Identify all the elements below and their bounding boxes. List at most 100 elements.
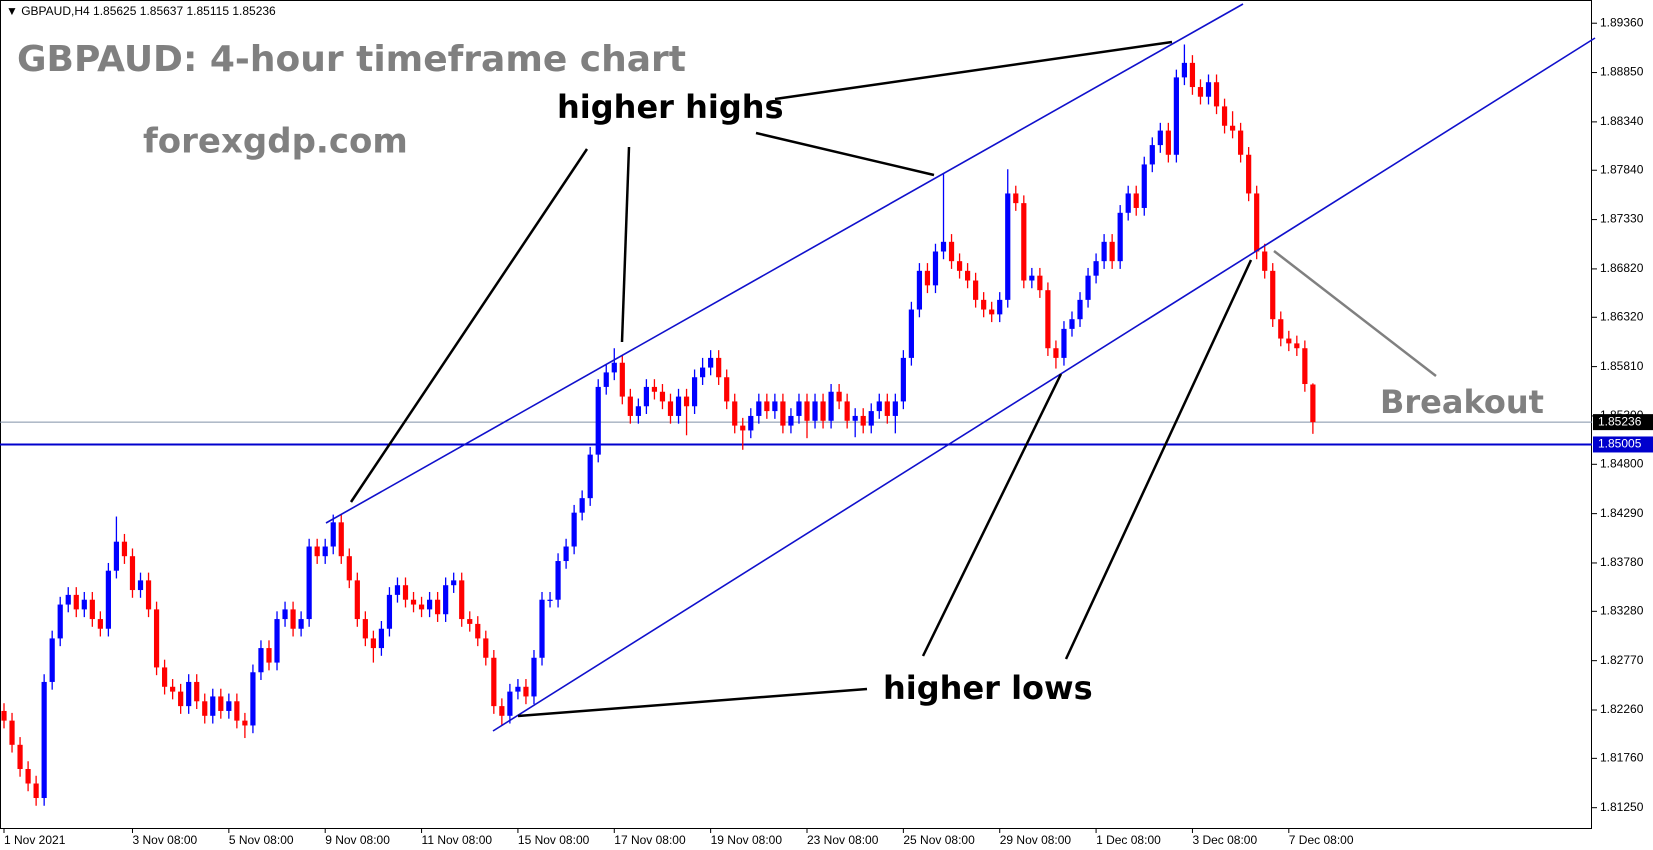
pointer-line (774, 40, 1173, 101)
y-tick-label: 1.86320 (1600, 309, 1644, 323)
pointer-line (755, 131, 935, 177)
pointer-line (921, 373, 1063, 657)
x-tick-label: 1 Dec 08:00 (1096, 833, 1161, 847)
candle-body (33, 783, 39, 799)
header-arrow: ▼ (6, 4, 21, 18)
candle-body (1133, 193, 1139, 208)
candle-body (603, 372, 609, 387)
candle-body (330, 522, 336, 547)
candle-body (298, 619, 304, 629)
candle-body (539, 599, 545, 658)
candle-body (250, 672, 256, 726)
pointer-line (1273, 250, 1437, 377)
candle-body (611, 362, 617, 373)
candle-body (587, 454, 593, 499)
candle-body (89, 599, 95, 620)
candle-body (282, 609, 288, 620)
candle-body (354, 580, 360, 620)
x-tick-label: 5 Nov 08:00 (229, 833, 294, 847)
x-tick-label: 15 Nov 08:00 (518, 833, 590, 847)
symbol: GBPAUD,H4 (21, 4, 90, 18)
candle-body (1302, 348, 1308, 385)
candle-body (1005, 193, 1011, 300)
candle-body (1181, 62, 1188, 78)
candle-body (563, 546, 569, 562)
candle-body (1069, 319, 1075, 329)
price-label-box (1593, 414, 1653, 431)
candle-body (948, 241, 955, 262)
candle-body (121, 541, 128, 557)
candle-body (732, 401, 738, 426)
x-tick-label: 1 Nov 2021 (4, 833, 66, 847)
candle-body (459, 580, 465, 620)
candle-body (226, 701, 232, 711)
candle-body (828, 391, 834, 421)
candle-body (748, 415, 754, 431)
candle-body (65, 594, 71, 605)
candle-body (314, 546, 320, 557)
candle-body (306, 546, 312, 620)
candle-body (1077, 299, 1083, 320)
candle-body (41, 681, 47, 799)
candle-body (868, 411, 874, 426)
y-tick-label: 1.88340 (1600, 114, 1644, 128)
x-tick-label: 19 Nov 08:00 (711, 833, 783, 847)
x-tick-label: 3 Dec 08:00 (1192, 833, 1257, 847)
candle-body (1093, 261, 1099, 276)
y-tick-label: 1.81760 (1600, 751, 1644, 765)
candle-body (1085, 275, 1091, 300)
candle-body (820, 401, 826, 421)
candle-body (113, 541, 120, 571)
candle-body (73, 594, 79, 610)
candle-body (242, 720, 248, 726)
candle-body (234, 701, 240, 721)
candle-body (97, 619, 103, 629)
candle-body (876, 401, 882, 412)
candle-body (1173, 77, 1179, 155)
candle-body (1061, 328, 1067, 358)
candle-body (290, 609, 296, 629)
y-tick-label: 1.87330 (1600, 212, 1644, 226)
candle-body (667, 401, 674, 416)
candle-body (1021, 203, 1027, 281)
candle-body (1238, 130, 1244, 155)
candle-body (218, 696, 224, 711)
candle-body (555, 561, 561, 600)
candle-body (137, 580, 144, 591)
candle-body (9, 720, 15, 745)
candle-body (499, 706, 505, 716)
candle-body (1045, 290, 1051, 349)
candle-body (170, 686, 176, 692)
candle-body (724, 377, 730, 402)
y-tick-label: 1.83780 (1600, 555, 1644, 569)
candle-body (708, 357, 714, 368)
candle-body (202, 701, 208, 716)
x-tick-label: 7 Dec 08:00 (1289, 833, 1354, 847)
x-tick-label: 25 Nov 08:00 (903, 833, 975, 847)
x-tick-label: 9 Nov 08:00 (325, 833, 390, 847)
candle-body (346, 556, 352, 581)
annotation: higher highs (557, 88, 784, 126)
candle-body (683, 396, 690, 407)
candle-body (700, 367, 706, 378)
candle-body (210, 696, 216, 716)
level-label: 1.85005 (1598, 437, 1642, 451)
candle-body (378, 628, 385, 649)
y-tick-label: 1.82260 (1600, 702, 1644, 716)
candle-body (852, 415, 858, 421)
candle-body (178, 691, 184, 707)
candle-body (1157, 130, 1163, 146)
candle-body (924, 270, 931, 286)
candle-body (186, 681, 192, 707)
last-close: 1.85236 (232, 4, 276, 18)
candle-body (1254, 193, 1260, 252)
candle-body (402, 585, 409, 600)
annotation: higher lows (883, 669, 1093, 707)
candle-body (780, 401, 786, 426)
candle-body (162, 667, 168, 687)
annotation-lines (325, 3, 1596, 732)
candle-body (258, 648, 264, 673)
candle-body (515, 686, 521, 692)
candle-body (1205, 82, 1212, 97)
